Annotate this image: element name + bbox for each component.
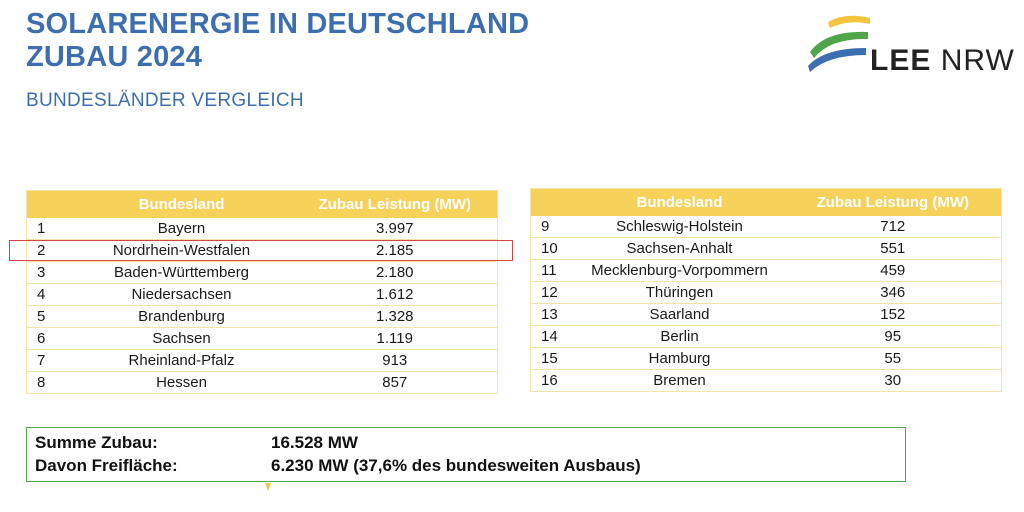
logo-text-nrw: NRW [940,44,1015,77]
table-row: 4 Niedersachsen 1.612 [26,283,498,306]
table-row: 15 Hamburg 55 [530,347,1002,370]
states-table-left: Bundesland Zubau Leistung (MW) 1 Bayern 3.… [26,190,498,394]
state-cell: Nordrhein-Westfalen [70,239,293,262]
summary-box: Summe Zubau: 16.528 MW Davon Freifläche:… [26,427,906,482]
rank-cell: 16 [530,369,575,392]
power-cell: 55 [784,347,1002,370]
power-header: Zubau Leistung (MW) [784,188,1002,216]
table-header-row: Bundesland Zubau Leistung (MW) [26,190,498,218]
state-cell: Rheinland-Pfalz [70,349,293,372]
power-cell: 346 [784,281,1002,304]
state-cell: Niedersachsen [70,283,293,306]
rank-cell: 5 [26,305,71,328]
state-cell: Bayern [70,218,293,240]
state-cell: Sachsen [70,327,293,350]
rank-cell: 15 [530,347,575,370]
rank-cell: 6 [26,327,71,350]
state-cell: Saarland [574,303,785,326]
state-cell: Sachsen-Anhalt [574,237,785,260]
state-header: Bundesland [574,188,785,216]
power-cell: 857 [292,371,498,394]
state-cell: Berlin [574,325,785,348]
page-subtitle: BUNDESLÄNDER VERGLEICH [26,90,304,111]
power-cell: 3.997 [292,218,498,240]
title-line-1: SOLARENERGIE IN DEUTSCHLAND [26,8,530,40]
states-table-right: Bundesland Zubau Leistung (MW) 9 Schleswi… [530,188,1002,392]
power-header: Zubau Leistung (MW) [292,190,498,218]
logo-text-lee: LEE [870,44,932,77]
table-row: 9 Schleswig-Holstein 712 [530,216,1002,238]
table-row: 11 Mecklenburg-Vorpommern 459 [530,259,1002,282]
table-row: 14 Berlin 95 [530,325,1002,348]
table-row: 5 Brandenburg 1.328 [26,305,498,328]
rank-cell: 14 [530,325,575,348]
logo-text: LEE NRW [870,44,1015,78]
lee-nrw-logo: LEE NRW [806,8,1014,78]
rank-cell: 13 [530,303,575,326]
power-cell: 913 [292,349,498,372]
table-row: 3 Baden-Württemberg 2.180 [26,261,498,284]
table-row: 13 Saarland 152 [530,303,1002,326]
arrow-marker-icon [265,483,271,491]
rank-header [530,188,575,216]
power-cell: 459 [784,259,1002,282]
rank-cell: 1 [26,218,71,240]
rank-cell: 3 [26,261,71,284]
power-cell: 1.612 [292,283,498,306]
state-cell: Schleswig-Holstein [574,216,785,238]
table-header-row: Bundesland Zubau Leistung (MW) [530,188,1002,216]
power-cell: 1.328 [292,305,498,328]
rank-header [26,190,71,218]
rank-cell: 7 [26,349,71,372]
rank-cell: 8 [26,371,71,394]
power-cell: 95 [784,325,1002,348]
state-cell: Bremen [574,369,785,392]
power-cell: 1.119 [292,327,498,350]
state-cell: Baden-Württemberg [70,261,293,284]
power-cell: 551 [784,237,1002,260]
power-cell: 712 [784,216,1002,238]
power-cell: 152 [784,303,1002,326]
rank-cell: 9 [530,216,575,238]
state-cell: Hamburg [574,347,785,370]
nrw-highlight-box [9,240,513,261]
summary-ground-label: Davon Freifläche: [35,456,178,475]
power-cell: 2.185 [292,239,498,262]
state-header: Bundesland [70,190,293,218]
table-row: 7 Rheinland-Pfalz 913 [26,349,498,372]
summary-ground-value: 6.230 MW (37,6% des bundesweiten Ausbaus… [271,456,641,475]
rank-cell: 10 [530,237,575,260]
table-row: 6 Sachsen 1.119 [26,327,498,350]
power-cell: 2.180 [292,261,498,284]
table-row: 1 Bayern 3.997 [26,218,498,240]
table-row: 2 Nordrhein-Westfalen 2.185 [26,239,498,262]
state-cell: Thüringen [574,281,785,304]
rank-cell: 12 [530,281,575,304]
table-row: 8 Hessen 857 [26,371,498,394]
state-cell: Mecklenburg-Vorpommern [574,259,785,282]
rank-cell: 2 [26,239,71,262]
summary-total-label: Summe Zubau: [35,433,158,452]
table-row: 10 Sachsen-Anhalt 551 [530,237,1002,260]
state-cell: Hessen [70,371,293,394]
power-cell: 30 [784,369,1002,392]
page-title: SOLARENERGIE IN DEUTSCHLAND ZUBAU 2024 [26,8,529,74]
summary-total-value: 16.528 MW [271,433,358,452]
logo-swoosh-icon [808,15,870,72]
table-row: 16 Bremen 30 [530,369,1002,392]
rank-cell: 11 [530,259,575,282]
rank-cell: 4 [26,283,71,306]
title-line-2: ZUBAU 2024 [26,41,203,73]
state-cell: Brandenburg [70,305,293,328]
table-row: 12 Thüringen 346 [530,281,1002,304]
